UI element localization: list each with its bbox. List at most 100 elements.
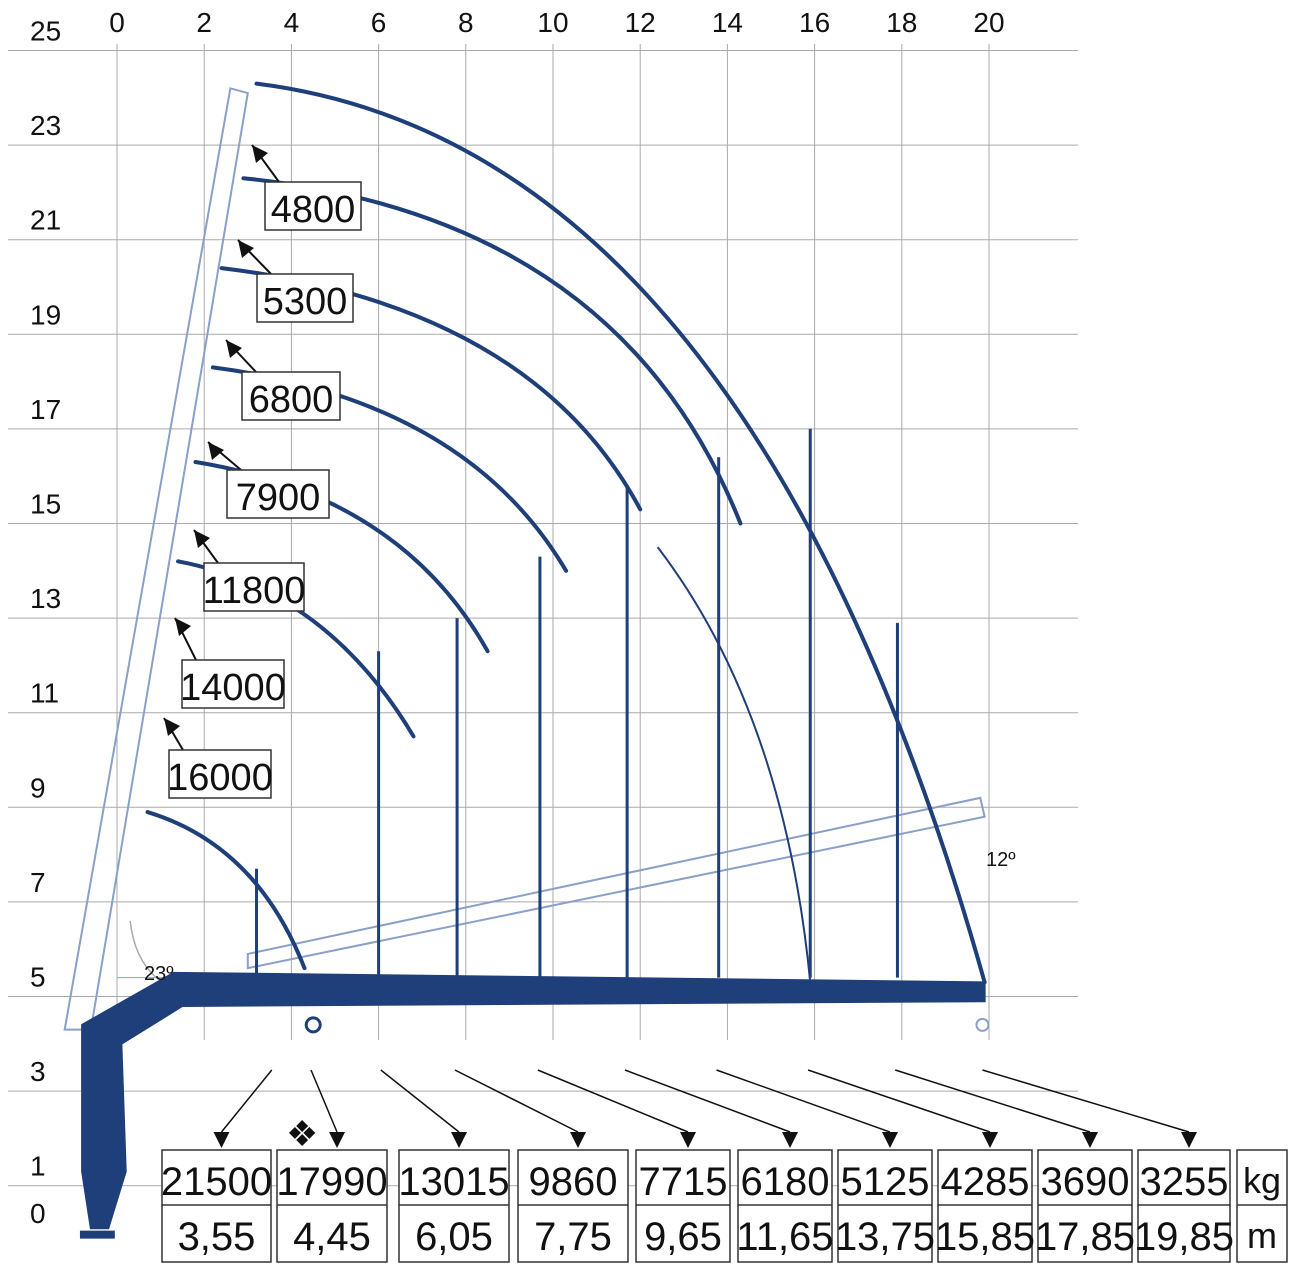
load-value: 3690 <box>1041 1160 1130 1204</box>
load-box <box>241 371 341 421</box>
angle-arc <box>129 920 157 979</box>
outreach-value: 4,45 <box>293 1215 371 1259</box>
load-box-value: 6800 <box>249 379 334 421</box>
load-box <box>264 181 362 231</box>
lowered-boom <box>246 796 986 970</box>
load-box-value: 5300 <box>263 281 348 323</box>
table-arrow <box>624 1069 791 1133</box>
y-tick-label: 7 <box>30 867 46 898</box>
arrow-head-icon <box>238 240 254 258</box>
table-cell <box>737 1149 833 1263</box>
table-arrow <box>454 1069 579 1133</box>
x-tick-label: 12 <box>625 7 656 38</box>
y-tick-label: 15 <box>30 489 61 520</box>
table-cell <box>161 1149 272 1263</box>
arrow-head-icon <box>164 718 180 736</box>
load-arc <box>145 810 307 971</box>
raised-boom <box>63 87 249 1031</box>
y-tick-label: 17 <box>30 394 61 425</box>
x-tick-label: 6 <box>371 7 387 38</box>
x-tick-label: 14 <box>712 7 743 38</box>
table-arrow <box>982 1069 1190 1133</box>
table-arrow <box>380 1069 460 1133</box>
arrow-head-icon <box>982 1132 998 1148</box>
table-cell <box>937 1149 1033 1263</box>
outreach-value: 7,75 <box>534 1215 612 1259</box>
load-box-value: 16000 <box>167 757 273 799</box>
load-value: 13015 <box>398 1160 509 1204</box>
load-value: 3255 <box>1140 1160 1229 1204</box>
x-tick-label: 16 <box>799 7 830 38</box>
outreach-value: 6,05 <box>415 1215 493 1259</box>
y-tick-label: 3 <box>30 1056 46 1087</box>
arrow-head-icon <box>329 1132 345 1148</box>
table-cell <box>1037 1149 1133 1263</box>
arrow-head-icon <box>570 1132 586 1148</box>
table-arrow <box>807 1069 991 1133</box>
x-tick-label: 20 <box>973 7 1004 38</box>
arrow-head-icon <box>208 442 224 460</box>
load-box-value: 11800 <box>203 570 306 612</box>
crane-body <box>79 971 990 1239</box>
crane-column-and-boom <box>81 971 986 1230</box>
load-value: 17990 <box>276 1160 387 1204</box>
unit-m: m <box>1247 1215 1277 1256</box>
x-axis-ticks: 0 2 4 6 8 10 12 14 16 18 20 <box>109 7 1004 38</box>
arrow-head-icon <box>1082 1132 1098 1148</box>
arrow-head-icon <box>680 1132 696 1148</box>
outreach-value: 13,75 <box>835 1215 935 1259</box>
table-cell <box>837 1149 933 1263</box>
y-tick-label: 11 <box>30 678 59 709</box>
load-arc <box>254 81 987 985</box>
x-tick-label: 4 <box>284 7 300 38</box>
x-tick-label: 0 <box>109 7 125 38</box>
marker-icon: ❖ <box>286 1113 318 1154</box>
arrow-head-icon <box>194 530 210 548</box>
unit-kg: kg <box>1243 1160 1281 1201</box>
x-tick-label: 10 <box>537 7 568 38</box>
load-box-value: 4800 <box>271 189 356 231</box>
load-box <box>181 659 285 709</box>
outreach-value: 19,85 <box>1134 1215 1234 1259</box>
table-arrow <box>895 1069 1091 1133</box>
y-tick-label: 1 <box>30 1151 46 1182</box>
y-tick-label: 5 <box>30 962 46 993</box>
y-tick-label: 21 <box>30 205 61 236</box>
arrow-head-icon <box>252 145 268 163</box>
arrow-head-icon <box>213 1132 230 1148</box>
x-tick-label: 8 <box>458 7 474 38</box>
table-arrow <box>310 1069 338 1133</box>
y-tick-label: 25 <box>30 16 61 47</box>
x-tick-label: 18 <box>886 7 917 38</box>
load-arc-thin <box>656 546 812 983</box>
y-tick-label: 23 <box>30 110 61 141</box>
table-cell <box>276 1149 388 1263</box>
outreach-value: 9,65 <box>644 1215 722 1259</box>
load-labels: 4800 5300 6800 7900 11800 14000 16000 <box>163 144 362 799</box>
load-value: 7715 <box>639 1160 728 1204</box>
y-tick-label: 0 <box>30 1198 46 1229</box>
arrow-head-icon <box>226 340 242 358</box>
table-arrow <box>716 1069 891 1133</box>
boom-angle-label: 23º <box>144 963 174 985</box>
y-tick-label: 13 <box>30 583 61 614</box>
outreach-value: 3,55 <box>178 1215 256 1259</box>
y-axis-ticks: 25 23 21 19 17 15 13 11 9 7 5 3 1 0 <box>30 16 61 1230</box>
x-tick-label: 2 <box>196 7 212 38</box>
y-tick-label: 9 <box>30 772 46 803</box>
table-arrow <box>537 1069 689 1133</box>
load-box <box>168 749 272 799</box>
load-box <box>203 562 305 612</box>
table-cell <box>1137 1149 1231 1263</box>
table-arrow <box>220 1069 273 1133</box>
outreach-value: 11,65 <box>736 1215 833 1259</box>
table-cell <box>635 1149 731 1263</box>
load-value: 6180 <box>741 1160 830 1204</box>
outreach-value: 15,85 <box>935 1215 1035 1259</box>
angle-labels: 23º 12º <box>144 849 1016 985</box>
crane-boom-outline <box>63 87 986 1031</box>
arrow-head-icon <box>782 1132 798 1148</box>
load-value: 21500 <box>161 1160 272 1204</box>
arrow-head-icon <box>175 618 191 636</box>
